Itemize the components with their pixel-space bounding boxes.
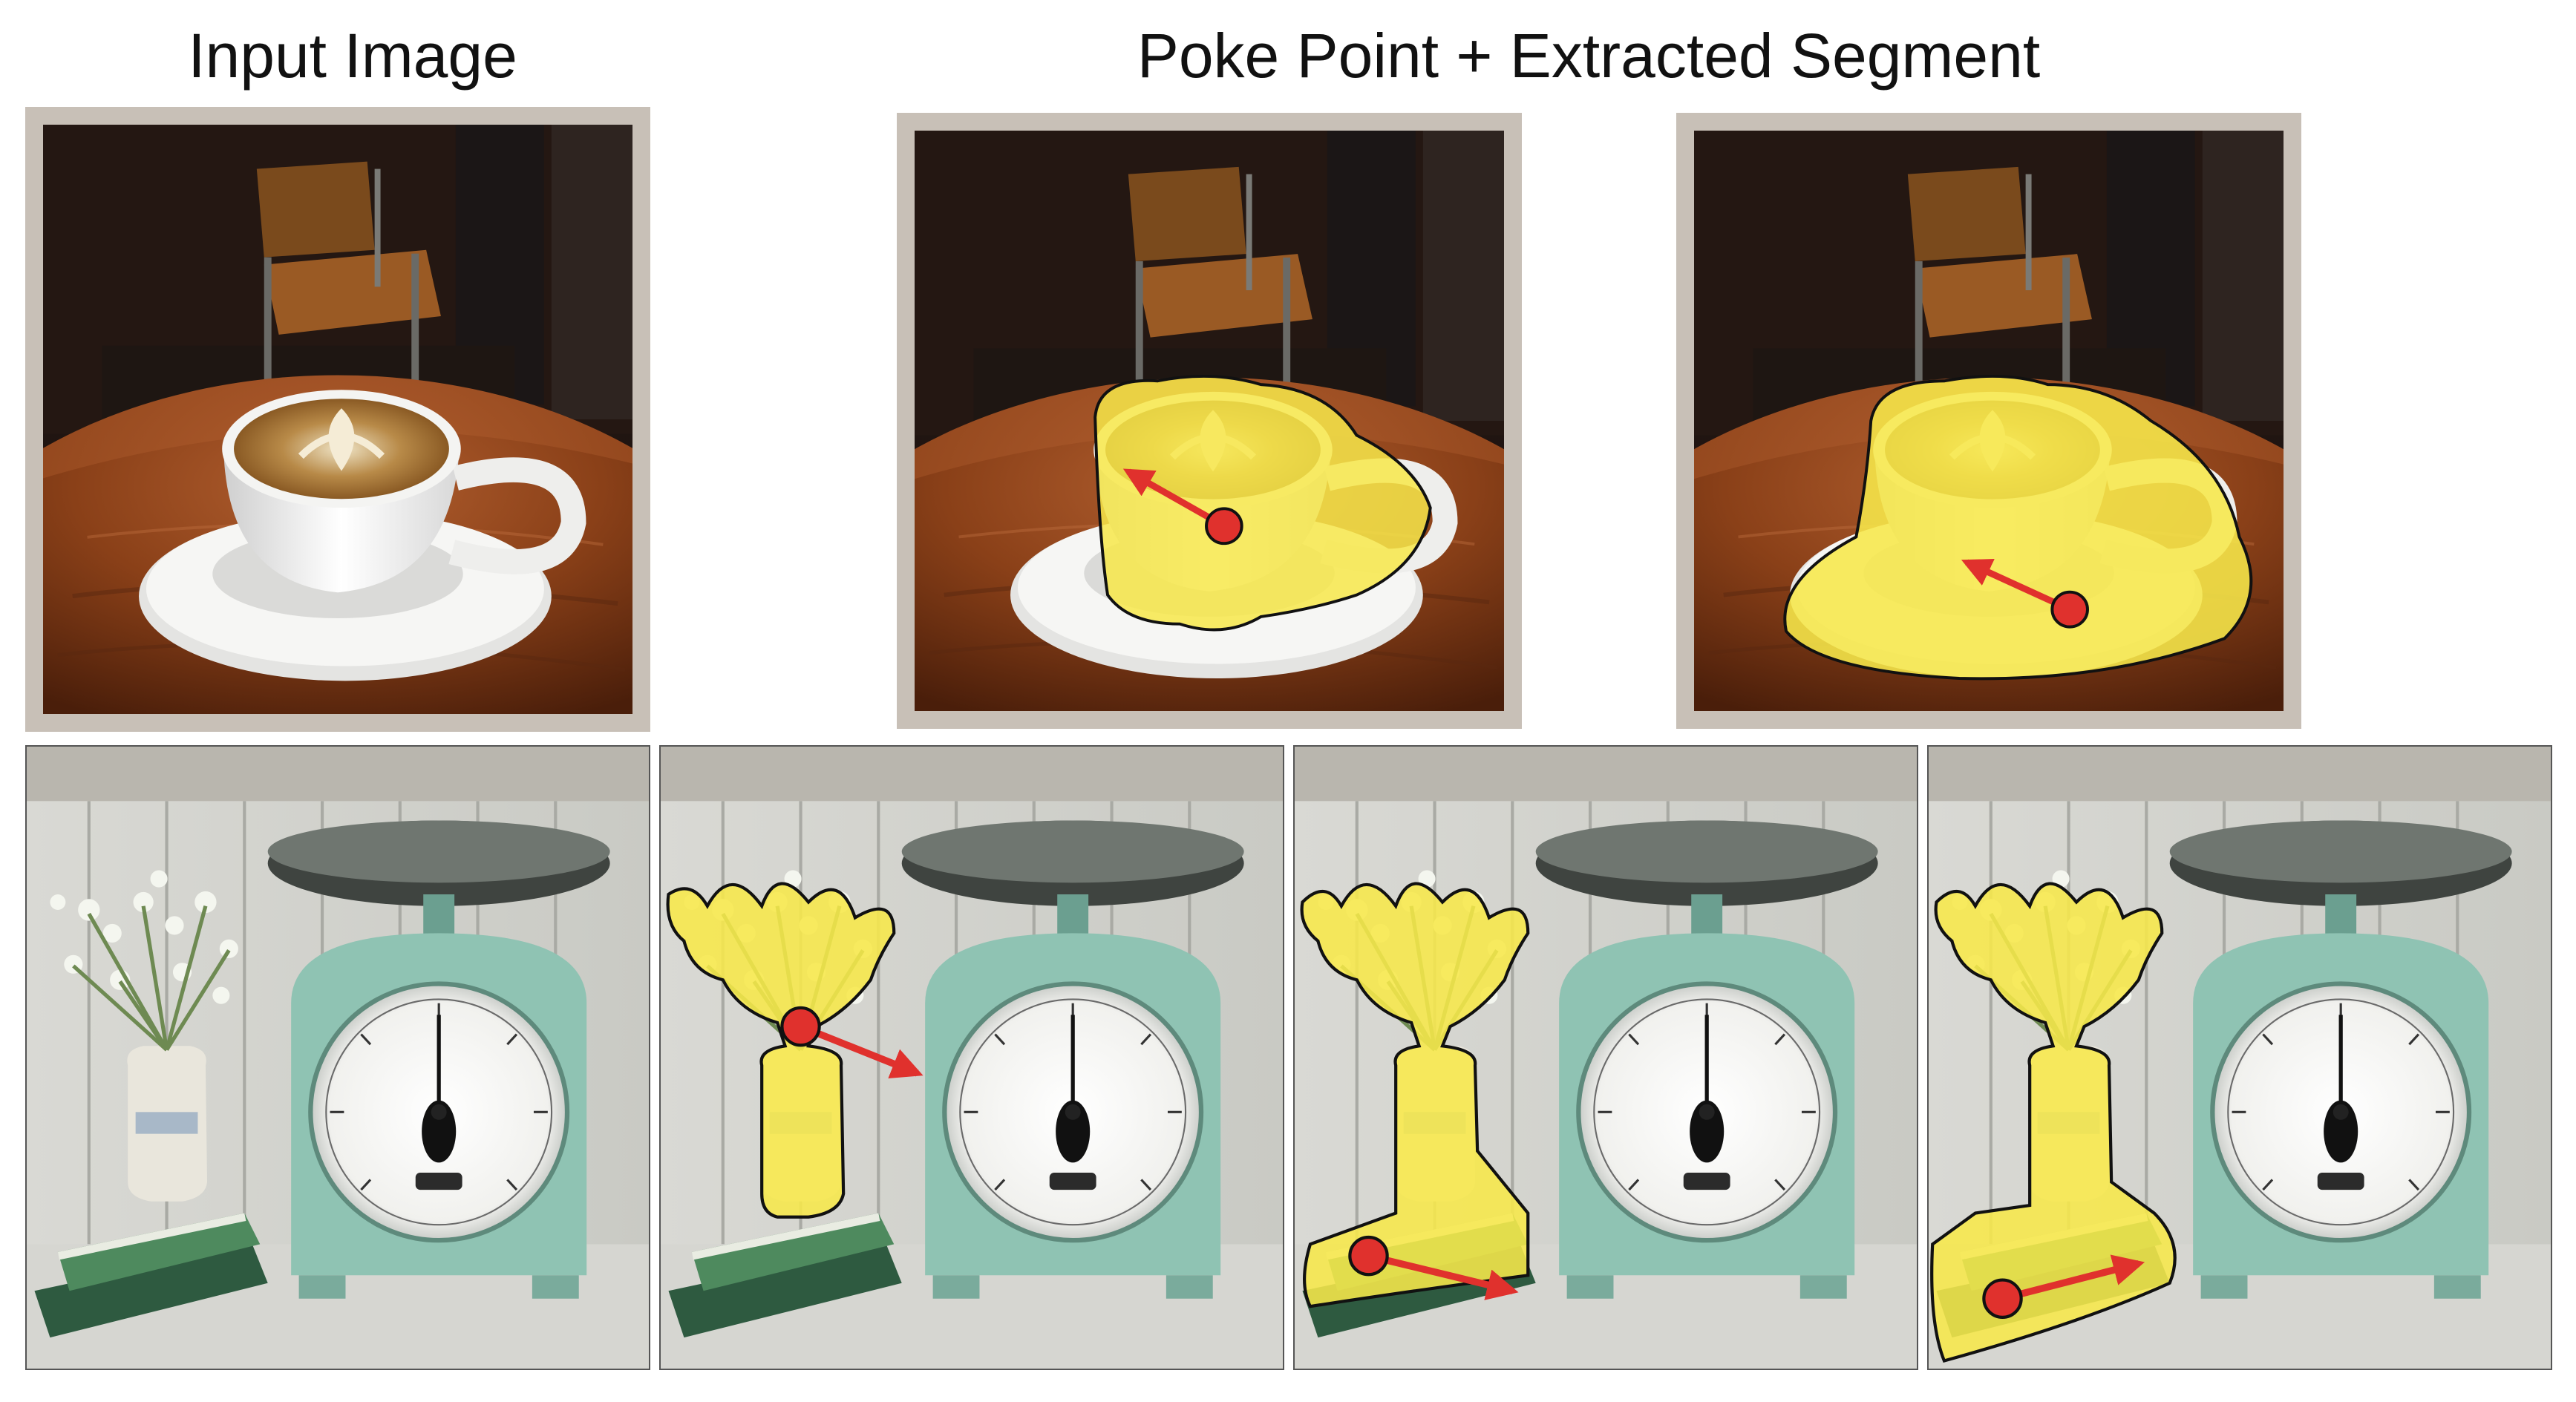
poke-arrow [1367,1252,1519,1300]
coffee-input-photo [43,125,632,714]
poke-point [1348,1235,1389,1277]
coffee-poke-cup-saucer-photo [1694,131,2284,711]
coffee-input-image [25,107,650,732]
scale-poke-flowers-books-panel [1927,745,2552,1370]
scale-poke-flowers-book-panel [1293,745,1918,1370]
poke-arrow [2001,1254,2145,1303]
segment-mask-flowers-vase-book [1300,882,1530,1308]
segment-mask-flowers-vase-books [1930,882,2177,1363]
segment-mask-cup-saucer [1783,375,2253,681]
poke-point [780,1006,821,1047]
segment-mask-flowers-vase [666,882,896,1219]
poke-point [2050,590,2089,629]
scale-poke-flowers-photo [661,747,1283,1369]
coffee-poke-cup-saucer-panel [1676,113,2301,729]
scale-poke-flowers-panel [659,745,1284,1370]
scale-input-photo [27,747,649,1369]
poke-point [1982,1278,2023,1319]
scale-poke-flowers-books-photo [1929,747,2551,1369]
input-image-heading: Input Image [188,21,517,91]
scale-input-image [25,745,650,1370]
scale-poke-flowers-book-photo [1295,747,1917,1369]
segment-mask-cup [1094,375,1432,632]
coffee-poke-cup-panel [897,113,1522,729]
poke-arrow [799,1023,923,1079]
poke-point [1205,507,1243,546]
poke-point-heading: Poke Point + Extracted Segment [1137,21,2041,91]
coffee-poke-cup-photo [915,131,1504,711]
